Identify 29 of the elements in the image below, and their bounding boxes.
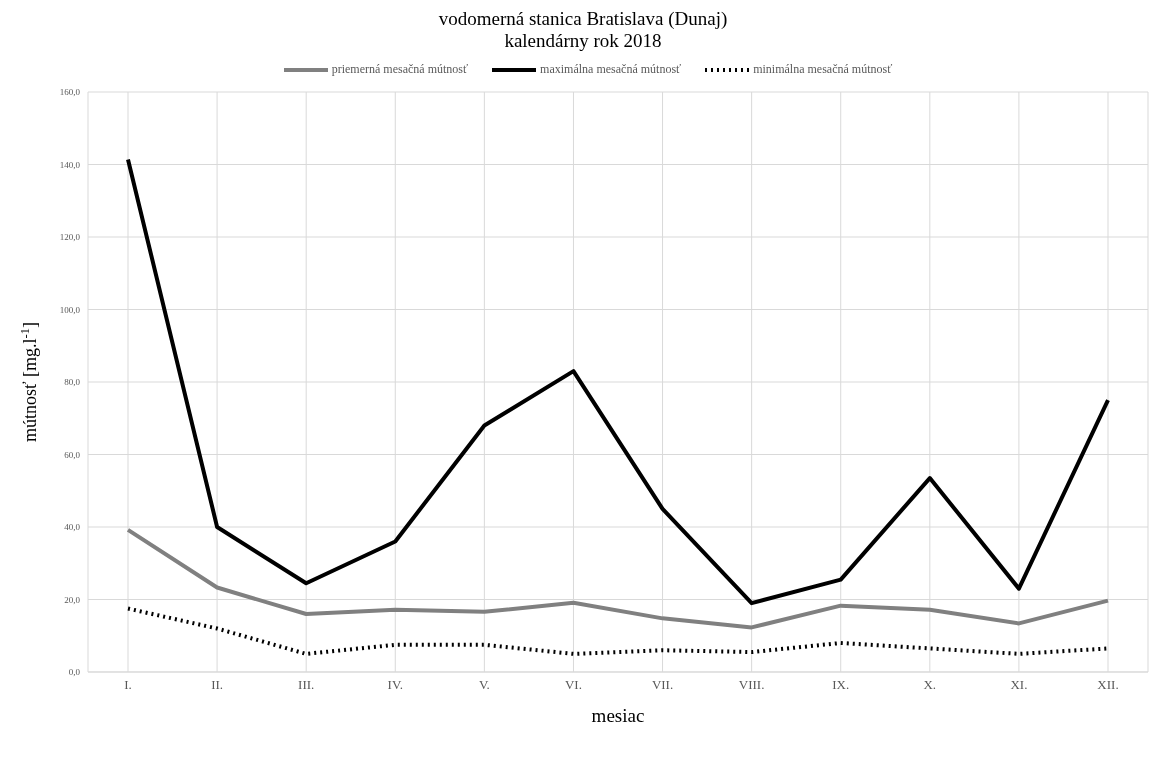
x-tick-label: III. [298,677,315,693]
x-tick-label: VI. [564,677,582,693]
y-tick-label: 60,0 [64,449,81,460]
line-series [126,157,1110,606]
chart-title: vodomerná stanica Bratislava (Dunaj) [437,8,729,30]
x-tick-label: IV. [387,677,403,693]
line-series [126,527,1110,630]
x-tick-label: X. [923,677,937,693]
y-tick-label: 140,0 [59,159,81,170]
x-tick-label: V. [478,677,490,693]
y-tick-label: 160,0 [59,87,81,98]
y-tick-label: 80,0 [64,377,81,388]
legend-label: maximálna mesačná mútnosť [540,62,682,77]
x-axis-title: mesiac [591,705,645,726]
y-tick-label: 0,0 [68,667,81,678]
x-tick-label: VII. [651,677,674,693]
x-tick-label: XI. [1010,677,1028,693]
y-tick-label: 100,0 [59,304,81,315]
x-tick-label: IX. [832,677,850,693]
x-tick-label: I. [124,677,132,693]
legend-label: minimálna mesačná mútnosť [753,62,893,77]
y-tick-label: 40,0 [64,522,81,533]
y-tick-label: 20,0 [64,594,81,605]
y-tick-label: 120,0 [59,232,81,243]
chart-subtitle: kalendárny rok 2018 [503,30,663,52]
x-tick-label: II. [211,677,224,693]
x-tick-label: VIII. [738,677,765,693]
x-tick-label: XII. [1097,677,1119,693]
legend-label: priemerná mesačná mútnosť [331,62,469,77]
